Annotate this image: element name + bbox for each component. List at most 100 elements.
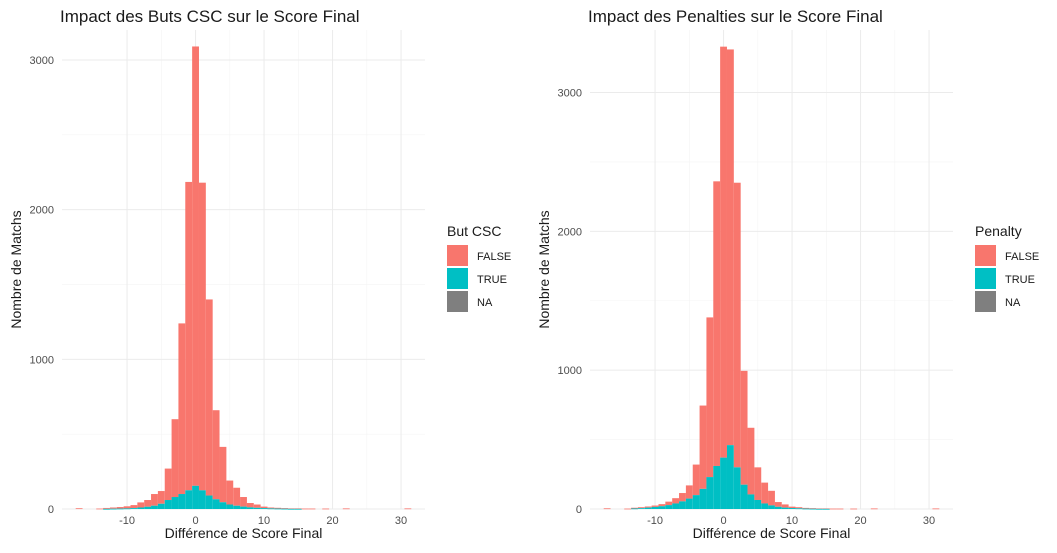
bar-false [212,410,220,500]
bar-true [157,503,165,509]
bar-false [685,485,693,499]
legend-title: But CSC [447,223,501,239]
bar-true [178,494,186,509]
bar-false [774,502,782,507]
bar-false [226,480,234,505]
bar-false [665,501,673,506]
bar-false [301,508,309,510]
bar-false [164,468,172,501]
bar-true [288,508,295,510]
bar-true [658,506,666,509]
bar-false [672,498,680,504]
bar-false [822,508,830,510]
x-tick-label: 20 [326,515,338,527]
bar-true [651,506,659,509]
bar-true [205,495,213,509]
bar-false [294,508,302,510]
bar-false [246,503,254,508]
legend-key-na [975,291,996,312]
y-tick-label: 2000 [30,205,54,217]
bar-false [260,506,268,509]
legend-key-false [975,245,996,266]
bar-false [631,507,638,509]
bar-false [342,508,350,510]
bar-false [713,181,721,466]
x-tick-label: 10 [258,515,270,527]
bar-false [637,507,645,509]
x-tick-label: 30 [923,515,935,527]
legend-label: TRUE [477,274,507,286]
bar-true [281,508,289,510]
x-tick-label: 10 [786,515,798,527]
bar-false [706,317,714,478]
bar-false [829,508,837,510]
bar-true [713,465,721,509]
bar-true [192,485,199,509]
bar-true [198,490,206,509]
legend-key-na [447,291,468,312]
legend-label: NA [1005,297,1021,309]
bar-true [699,488,707,509]
y-tick-label: 0 [48,504,54,516]
bar-false [870,508,878,510]
bar-true [137,507,145,509]
bar-false [699,405,707,489]
bar-false [137,502,145,508]
chart-panel-1: -10 0 10 20 30 0 1000 2000 3000 Impact des Buts C… [8,7,511,541]
bar-false [219,446,227,503]
bar-true [103,508,110,510]
bar-true [685,498,693,509]
bar-false [795,507,803,509]
bar-true [185,490,193,509]
x-tick-label: -10 [119,515,135,527]
bar-false [658,504,666,507]
bar-false [720,46,727,458]
bar-true [260,508,268,509]
legend: But CSC FALSE TRUE NA [447,223,511,312]
bar-true [740,484,748,509]
bar-true [644,507,652,509]
bar-true [672,503,680,509]
bar-false [308,508,316,510]
bar-false [75,508,83,510]
legend-label: FALSE [477,251,511,263]
bar-false [754,467,762,500]
bar-true [233,505,241,509]
chart-title: Impact des Penalties sur le Score Final [588,7,883,26]
bar-true [151,505,158,509]
legend-key-true [447,268,468,289]
bar-true [212,499,220,509]
bar-true [768,505,775,509]
bar-true [733,467,741,509]
bar-false [733,182,741,468]
bar-false [171,419,179,498]
legend-label: NA [477,297,493,309]
bar-true [822,508,830,510]
bar-true [781,507,789,509]
bar-false [288,508,295,510]
bar-false [747,427,755,495]
bar-false [281,508,289,509]
bar-false [96,508,104,510]
bar-true [130,508,138,509]
x-tick-label: 30 [395,515,407,527]
x-tick-label: -10 [647,515,663,527]
bar-false [185,181,193,491]
bar-false [109,507,117,509]
bar-true [267,508,275,510]
bar-false [130,505,138,509]
bar-true [747,494,755,509]
x-tick-label: 0 [720,515,726,527]
bar-false [692,464,700,496]
legend-key-true [975,268,996,289]
bar-true [637,508,645,509]
bar-true [226,504,234,509]
bar-true [116,508,124,510]
bar-false [932,508,940,510]
bar-true [706,477,714,509]
bar-false [178,323,186,495]
bar-true [795,508,803,510]
bar-true [754,499,762,509]
